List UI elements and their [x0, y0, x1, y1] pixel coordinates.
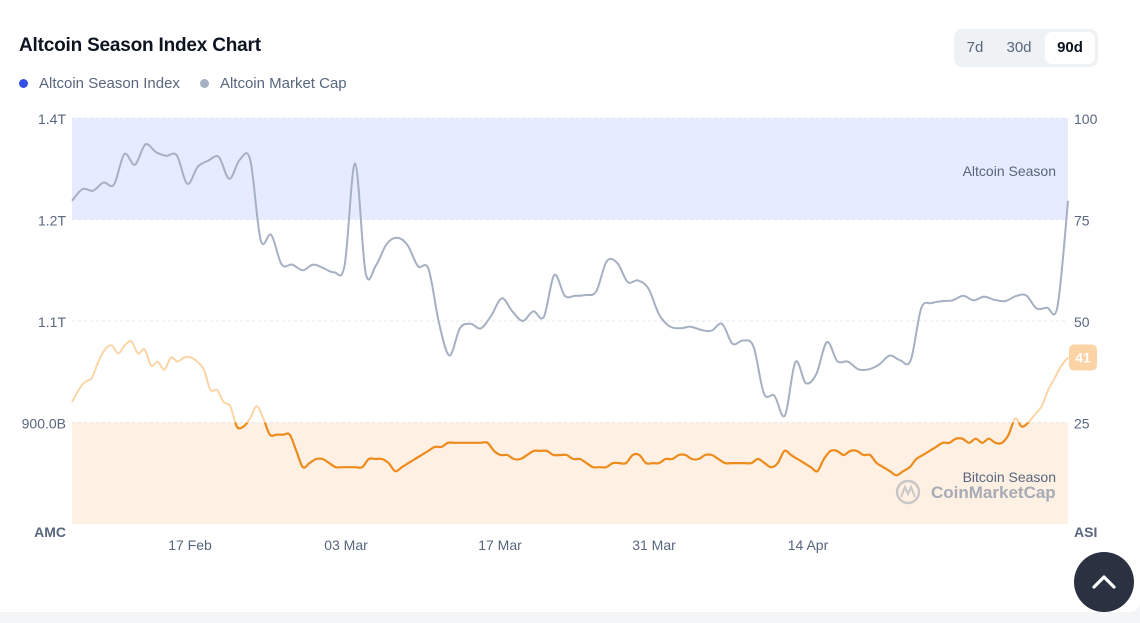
current-value-badge	[1069, 344, 1097, 371]
altcoin-season-zone-label: Altcoin Season	[963, 163, 1056, 179]
right-axis-tick-label: 100	[1074, 111, 1098, 127]
x-axis-tick-label: 03 Mar	[324, 537, 368, 553]
coinmarketcap-logo-icon	[895, 479, 921, 505]
legend-item-altcoin-season-index[interactable]: Altcoin Season Index	[19, 75, 180, 92]
left-axis-tick-label: 1.1T	[38, 314, 66, 330]
right-axis-tick-label: 50	[1074, 314, 1090, 330]
legend-label: Altcoin Market Cap	[219, 75, 347, 92]
right-axis-tick-label: 75	[1074, 213, 1090, 229]
right-axis-tick-label: 25	[1074, 416, 1090, 432]
right-axis-label: ASI	[1074, 524, 1097, 540]
altcoin-market-cap-line	[71, 143, 1069, 418]
x-axis-tick-label: 14 Apr	[788, 537, 829, 553]
current-value-label: 41	[1075, 350, 1091, 366]
coinmarketcap-logo-mark	[900, 484, 916, 498]
legend-dot-icon	[199, 79, 209, 88]
altcoin-season-index-line	[234, 422, 1030, 477]
left-axis-tick-label: 900.0B	[22, 416, 66, 432]
x-axis-tick-label: 17 Feb	[168, 537, 212, 553]
left-axis-tick-label: 1.4T	[38, 111, 66, 127]
chart-legend: Altcoin Season Index Altcoin Market Cap	[19, 75, 347, 92]
legend-dot-icon	[19, 79, 28, 88]
x-axis-tick-label: 31 Mar	[632, 537, 676, 553]
watermark-text: CoinMarketCap	[931, 483, 1056, 502]
x-axis-tick-label: 17 Mar	[478, 537, 522, 553]
altcoin-season-zone	[72, 118, 1068, 220]
chart-title: Altcoin Season Index Chart	[19, 35, 261, 56]
time-range-selector: 7d 30d 90d	[954, 29, 1098, 67]
bitcoin-season-zone	[72, 422, 1068, 524]
chevron-up-icon	[1092, 575, 1116, 589]
range-button-7d[interactable]: 7d	[966, 39, 984, 56]
scroll-to-top-button[interactable]	[1074, 552, 1134, 612]
range-button-30d[interactable]: 30d	[1006, 39, 1032, 56]
legend-label: Altcoin Season Index	[39, 75, 180, 92]
bitcoin-season-zone-label: Bitcoin Season	[963, 469, 1056, 485]
coinmarketcap-logo-ring	[895, 479, 921, 505]
left-axis-tick-label: 1.2T	[38, 213, 66, 229]
legend-item-altcoin-market-cap[interactable]: Altcoin Market Cap	[199, 75, 347, 92]
range-button-90d[interactable]: 90d	[1045, 32, 1095, 64]
left-axis-label: AMC	[34, 524, 66, 540]
